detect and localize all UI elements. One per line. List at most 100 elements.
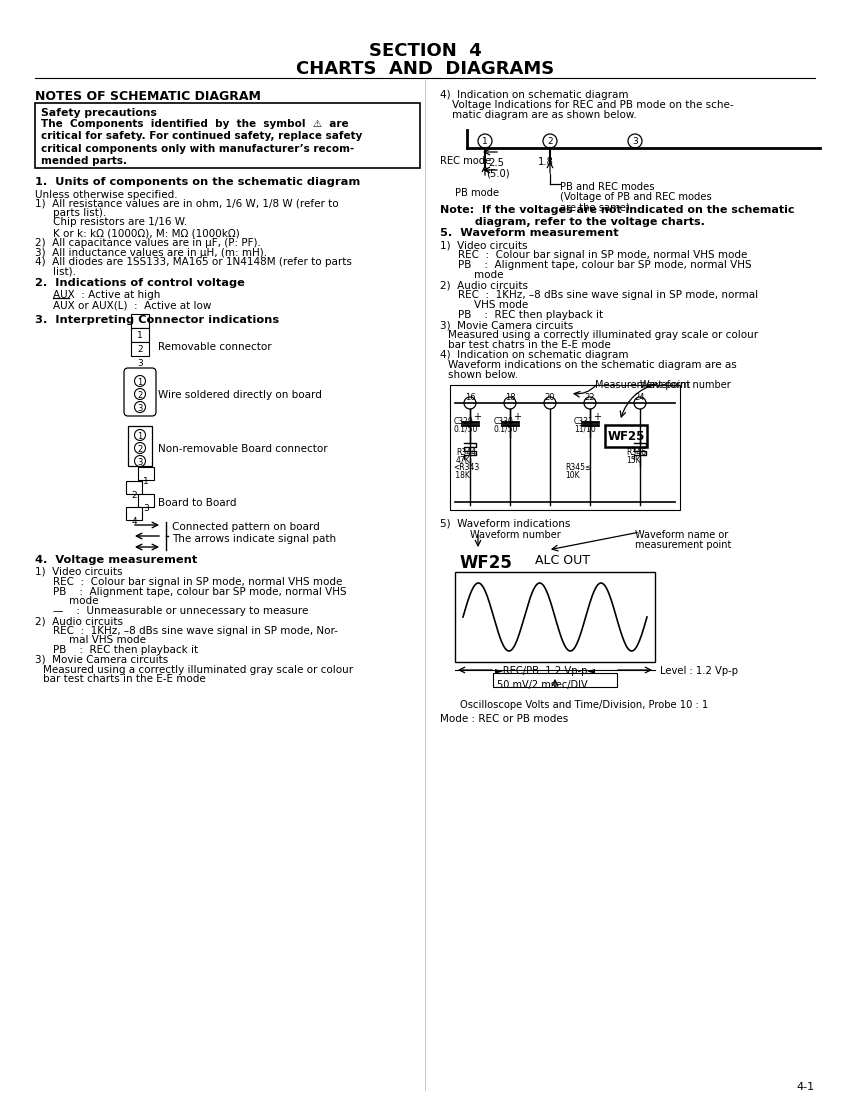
Text: 3: 3 — [138, 458, 143, 468]
Text: 50 mV/2 msec/DIV: 50 mV/2 msec/DIV — [497, 680, 587, 690]
Text: —    :  Unmeasurable or unnecessary to measure: — : Unmeasurable or unnecessary to measu… — [53, 606, 309, 616]
Text: (5.0): (5.0) — [486, 168, 510, 178]
Text: PB mode: PB mode — [455, 188, 499, 198]
Text: 2: 2 — [137, 345, 143, 354]
Text: 20: 20 — [545, 393, 555, 402]
Bar — [605, 425, 647, 447]
Text: 1: 1 — [482, 138, 488, 146]
Text: 3: 3 — [632, 138, 638, 146]
Text: 3)  Movie Camera circuits: 3) Movie Camera circuits — [440, 320, 573, 330]
Text: mal VHS mode: mal VHS mode — [69, 635, 146, 645]
Text: Wire soldered directly on board: Wire soldered directly on board — [158, 390, 322, 400]
Text: list).: list). — [53, 266, 76, 276]
Text: 5)  Waveform indications: 5) Waveform indications — [440, 518, 570, 528]
Text: 11/10: 11/10 — [574, 425, 596, 435]
Text: Connected pattern on board: Connected pattern on board — [172, 522, 320, 532]
Text: Removable connector: Removable connector — [158, 342, 272, 352]
Text: bar test charts in the E-E mode: bar test charts in the E-E mode — [43, 674, 206, 684]
Text: Waveform indications on the schematic diagram are as: Waveform indications on the schematic di… — [448, 360, 737, 370]
Bar — [128, 426, 152, 466]
Circle shape — [584, 397, 596, 409]
Text: PB and REC modes: PB and REC modes — [560, 182, 654, 192]
Circle shape — [134, 429, 145, 440]
Text: Level : 1.2 Vp-p: Level : 1.2 Vp-p — [660, 666, 738, 676]
Text: AUX  : Active at high: AUX : Active at high — [53, 290, 161, 300]
Text: Board to Board: Board to Board — [158, 498, 236, 508]
Text: 1.8: 1.8 — [538, 157, 554, 167]
Bar — [35, 103, 420, 168]
Text: Non-removable Board connector: Non-removable Board connector — [158, 444, 327, 454]
Text: 2)  All capacitance values are in μF, (P: PF).: 2) All capacitance values are in μF, (P:… — [35, 238, 261, 248]
Text: 0.1/50: 0.1/50 — [494, 425, 518, 435]
Text: NOTES OF SCHEMATIC DIAGRAM: NOTES OF SCHEMATIC DIAGRAM — [35, 90, 261, 103]
Circle shape — [543, 134, 557, 148]
Text: 1: 1 — [138, 432, 143, 441]
Text: 24: 24 — [635, 393, 645, 402]
Text: 2)  Audio circuits: 2) Audio circuits — [35, 616, 123, 626]
Text: 2: 2 — [138, 446, 143, 454]
Text: 2.5: 2.5 — [488, 158, 504, 168]
Bar — [126, 507, 142, 520]
Text: The arrows indicate signal path: The arrows indicate signal path — [172, 534, 336, 544]
Circle shape — [464, 397, 476, 409]
Text: 3: 3 — [138, 404, 143, 412]
Text: bar test chatrs in the E-E mode: bar test chatrs in the E-E mode — [448, 340, 611, 350]
Bar — [131, 314, 149, 328]
Text: REC mode: REC mode — [440, 156, 491, 166]
Text: Note:  If the voltages are not indicated on the schematic
         diagram, refe: Note: If the voltages are not indicated … — [440, 205, 795, 228]
Text: 2: 2 — [138, 390, 143, 400]
Text: AUX or AUX(L)  :  Active at low: AUX or AUX(L) : Active at low — [53, 300, 212, 310]
Text: matic diagram are as shown below.: matic diagram are as shown below. — [452, 110, 637, 120]
Text: 1: 1 — [143, 477, 149, 486]
Text: parts list).: parts list). — [53, 208, 106, 218]
Text: REC  :  1KHz, –8 dBs sine wave signal in SP mode, Nor-: REC : 1KHz, –8 dBs sine wave signal in S… — [53, 626, 338, 636]
Circle shape — [134, 402, 145, 412]
Text: 3)  Movie Camera circuits: 3) Movie Camera circuits — [35, 654, 168, 666]
Text: 4)  All diodes are 1SS133, MA165 or 1N4148M (refer to parts: 4) All diodes are 1SS133, MA165 or 1N414… — [35, 257, 352, 267]
Text: 10K: 10K — [565, 471, 580, 480]
Text: 1.  Units of components on the schematic diagram: 1. Units of components on the schematic … — [35, 177, 360, 187]
Text: 47K: 47K — [456, 456, 471, 465]
Text: PB    :  Alignment tape, colour bar SP mode, normal VHS: PB : Alignment tape, colour bar SP mode,… — [458, 260, 751, 270]
Text: 4)  Indication on schematic diagram: 4) Indication on schematic diagram — [440, 350, 628, 360]
Bar — [138, 468, 154, 480]
Text: Mode : REC or PB modes: Mode : REC or PB modes — [440, 714, 569, 724]
Text: 4.  Voltage measurement: 4. Voltage measurement — [35, 556, 197, 565]
Bar — [455, 572, 655, 662]
Text: +: + — [513, 412, 521, 422]
Bar — [131, 342, 149, 356]
Text: 18K: 18K — [453, 471, 470, 480]
Text: 1)  All resistance values are in ohm, 1/6 W, 1/8 W (refer to: 1) All resistance values are in ohm, 1/6… — [35, 199, 338, 209]
Text: 2)  Audio circuits: 2) Audio circuits — [440, 280, 528, 290]
Circle shape — [634, 397, 646, 409]
Text: measurement point: measurement point — [635, 540, 731, 550]
Circle shape — [134, 455, 145, 466]
Text: REC  :  Colour bar signal in SP mode, normal VHS mode: REC : Colour bar signal in SP mode, norm… — [458, 250, 747, 260]
Text: 1)  Video circuits: 1) Video circuits — [35, 566, 122, 578]
Circle shape — [628, 134, 642, 148]
Text: 4-1: 4-1 — [796, 1082, 815, 1092]
Text: Waveform number: Waveform number — [640, 379, 731, 390]
FancyBboxPatch shape — [124, 368, 156, 416]
Circle shape — [544, 397, 556, 409]
Text: REC  :  Colour bar signal in SP mode, normal VHS mode: REC : Colour bar signal in SP mode, norm… — [53, 578, 343, 587]
Text: K or k: kΩ (1000Ω), M: MΩ (1000kΩ): K or k: kΩ (1000Ω), M: MΩ (1000kΩ) — [53, 228, 240, 238]
Text: <R343: <R343 — [453, 463, 479, 472]
Text: 2: 2 — [547, 138, 552, 146]
Bar — [126, 481, 142, 494]
Text: Waveform name or: Waveform name or — [635, 530, 728, 540]
Text: R345≤: R345≤ — [565, 463, 592, 472]
Bar — [493, 673, 617, 688]
Text: Chip resistors are 1/16 W.: Chip resistors are 1/16 W. — [53, 217, 187, 227]
Text: +: + — [593, 412, 601, 422]
Text: Waveform number: Waveform number — [470, 530, 561, 540]
Text: Voltage Indications for REC and PB mode on the sche-: Voltage Indications for REC and PB mode … — [452, 100, 734, 110]
Text: Measured using a correctly illuminated gray scale or colour: Measured using a correctly illuminated g… — [448, 330, 758, 340]
Text: mode: mode — [69, 596, 99, 606]
Text: +: + — [473, 412, 481, 422]
Text: 2: 2 — [131, 491, 137, 501]
Circle shape — [504, 397, 516, 409]
Text: VHS mode: VHS mode — [474, 300, 528, 310]
Text: 3.  Interpreting Connector indications: 3. Interpreting Connector indications — [35, 315, 279, 324]
Text: PB    :  Alignment tape, colour bar SP mode, normal VHS: PB : Alignment tape, colour bar SP mode,… — [53, 587, 347, 597]
